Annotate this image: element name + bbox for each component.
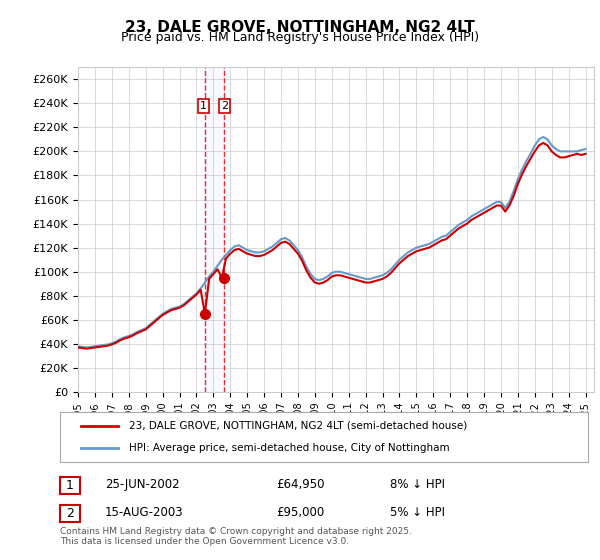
Text: 1: 1 bbox=[200, 101, 207, 111]
Text: 1: 1 bbox=[66, 479, 74, 492]
Text: £95,000: £95,000 bbox=[276, 506, 324, 519]
Text: 15-AUG-2003: 15-AUG-2003 bbox=[105, 506, 184, 519]
Text: Contains HM Land Registry data © Crown copyright and database right 2025.
This d: Contains HM Land Registry data © Crown c… bbox=[60, 526, 412, 546]
Text: £64,950: £64,950 bbox=[276, 478, 325, 491]
Text: 23, DALE GROVE, NOTTINGHAM, NG2 4LT: 23, DALE GROVE, NOTTINGHAM, NG2 4LT bbox=[125, 20, 475, 35]
Bar bbox=[205, 67, 224, 392]
Text: 8% ↓ HPI: 8% ↓ HPI bbox=[390, 478, 445, 491]
Text: 23, DALE GROVE, NOTTINGHAM, NG2 4LT (semi-detached house): 23, DALE GROVE, NOTTINGHAM, NG2 4LT (sem… bbox=[128, 421, 467, 431]
Text: 5% ↓ HPI: 5% ↓ HPI bbox=[390, 506, 445, 519]
Text: Price paid vs. HM Land Registry's House Price Index (HPI): Price paid vs. HM Land Registry's House … bbox=[121, 31, 479, 44]
Text: HPI: Average price, semi-detached house, City of Nottingham: HPI: Average price, semi-detached house,… bbox=[128, 443, 449, 453]
Text: 2: 2 bbox=[66, 507, 74, 520]
Text: 25-JUN-2002: 25-JUN-2002 bbox=[105, 478, 179, 491]
Text: 2: 2 bbox=[221, 101, 228, 111]
